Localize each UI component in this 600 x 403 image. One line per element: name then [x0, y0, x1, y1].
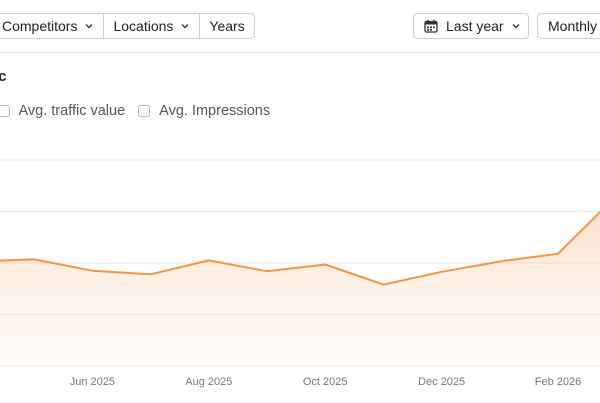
metric-toggles: fic Avg. traffic value Avg. Impressions: [0, 101, 283, 121]
chevron-down-icon: [180, 21, 190, 31]
locations-dropdown[interactable]: Locations: [104, 14, 201, 38]
traffic-line: [0, 210, 600, 286]
years-button[interactable]: Years: [200, 14, 253, 38]
x-tick-label: Feb 2026: [535, 376, 581, 388]
x-tick-label: Oct 2025: [303, 376, 348, 388]
interval-dropdown[interactable]: Monthly: [537, 13, 600, 39]
chevron-down-icon: [84, 21, 94, 31]
x-tick-label: Aug 2025: [185, 376, 232, 388]
traffic-chart: Jun 2025 Aug 2025 Oct 2025 Dec 2025 Feb 2026: [0, 159, 600, 388]
chevron-down-icon: [511, 21, 521, 31]
date-range-dropdown[interactable]: Last year: [413, 13, 529, 39]
date-range-label: Last year: [446, 18, 504, 34]
metric-label: Avg. Impressions: [159, 103, 271, 119]
competitors-dropdown[interactable]: Competitors: [0, 14, 105, 38]
checkbox[interactable]: [138, 105, 151, 117]
x-tick-label: Jun 2025: [70, 376, 115, 388]
locations-label: Locations: [113, 18, 174, 34]
x-tick-label: Dec 2025: [418, 376, 465, 388]
metric-toggle-avg-traffic-value[interactable]: Avg. traffic value: [0, 103, 125, 119]
toolbar-divider: [0, 52, 600, 53]
competitors-label: Competitors: [2, 18, 78, 34]
checkbox[interactable]: [0, 105, 10, 117]
filter-button-group: Competitors Locations Years: [0, 13, 255, 39]
interval-label: Monthly: [548, 18, 598, 34]
section-title: ffic: [0, 68, 7, 85]
metric-label: Avg. traffic value: [18, 103, 126, 119]
calendar-icon: [424, 19, 438, 33]
metric-toggle-avg-impressions[interactable]: Avg. Impressions: [138, 103, 270, 119]
toolbar: Competitors Locations Years: [0, 0, 600, 52]
years-label: Years: [209, 18, 245, 34]
traffic-area: [0, 212, 600, 366]
